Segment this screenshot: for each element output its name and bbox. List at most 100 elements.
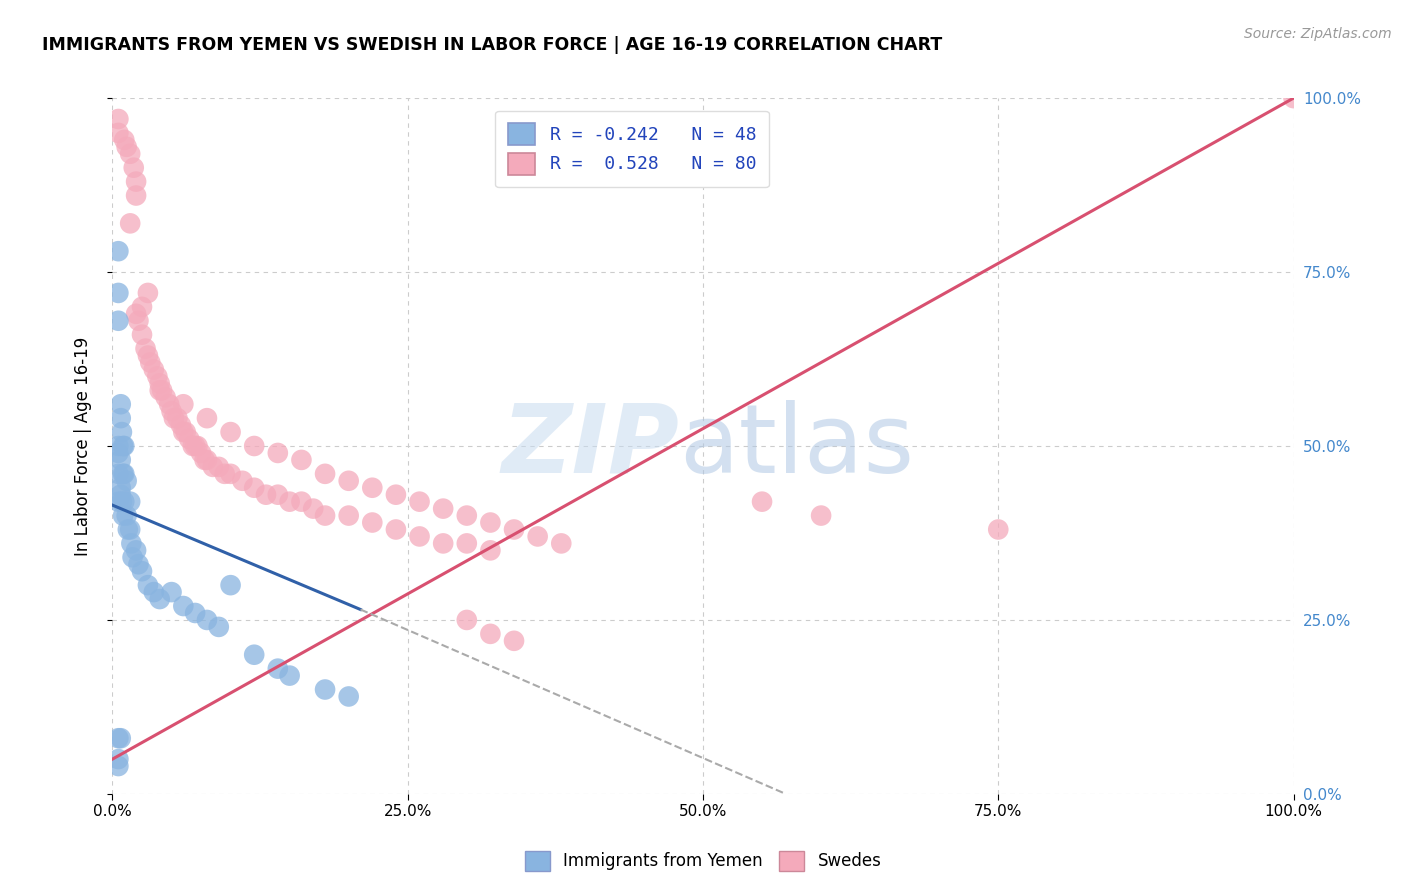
Text: atlas: atlas <box>679 400 914 492</box>
Point <box>112 508 135 523</box>
Point <box>111 494 134 508</box>
Point <box>290 453 312 467</box>
Point <box>1282 91 1305 105</box>
Point <box>107 446 129 460</box>
Point <box>432 536 454 550</box>
Point <box>115 474 138 488</box>
Point <box>314 682 336 697</box>
Point <box>110 481 132 495</box>
Point <box>254 488 277 502</box>
Point <box>112 494 135 508</box>
Point <box>120 494 142 508</box>
Point <box>503 633 526 648</box>
Point <box>136 285 159 300</box>
Point <box>112 467 135 481</box>
Point <box>107 494 129 508</box>
Point <box>267 488 290 502</box>
Point <box>107 285 129 300</box>
Point <box>190 446 212 460</box>
Point <box>337 474 360 488</box>
Point <box>127 558 149 572</box>
Y-axis label: In Labor Force | Age 16-19: In Labor Force | Age 16-19 <box>73 336 91 556</box>
Point <box>142 585 165 599</box>
Point <box>184 439 207 453</box>
Point <box>125 543 148 558</box>
Point <box>117 523 139 537</box>
Point <box>107 244 129 259</box>
Point <box>155 390 177 404</box>
Point <box>810 508 832 523</box>
Point <box>181 439 204 453</box>
Point <box>110 731 132 746</box>
Point <box>314 467 336 481</box>
Point <box>107 467 129 481</box>
Text: Source: ZipAtlas.com: Source: ZipAtlas.com <box>1244 27 1392 41</box>
Point <box>112 439 135 453</box>
Point <box>361 481 384 495</box>
Point <box>107 126 129 140</box>
Point <box>131 300 153 314</box>
Point <box>112 467 135 481</box>
Point <box>149 384 172 398</box>
Point <box>526 529 548 543</box>
Point <box>214 467 236 481</box>
Point <box>243 439 266 453</box>
Point <box>120 146 142 161</box>
Point <box>107 759 129 773</box>
Point <box>456 613 478 627</box>
Point <box>208 459 231 474</box>
Point <box>195 613 218 627</box>
Point <box>201 459 224 474</box>
Point <box>408 529 430 543</box>
Point <box>166 411 188 425</box>
Point <box>135 342 157 356</box>
Point <box>172 397 194 411</box>
Point <box>125 307 148 321</box>
Point <box>110 453 132 467</box>
Point <box>208 620 231 634</box>
Legend: Immigrants from Yemen, Swedes: Immigrants from Yemen, Swedes <box>516 842 890 880</box>
Point <box>385 488 408 502</box>
Point <box>125 188 148 202</box>
Point <box>432 501 454 516</box>
Point <box>136 578 159 592</box>
Point <box>385 523 408 537</box>
Point <box>110 411 132 425</box>
Point <box>149 592 172 607</box>
Point <box>550 536 572 550</box>
Point <box>115 508 138 523</box>
Point <box>267 662 290 676</box>
Point <box>231 474 253 488</box>
Point <box>456 508 478 523</box>
Point <box>107 112 129 126</box>
Point <box>131 327 153 342</box>
Point <box>125 175 148 189</box>
Point <box>503 523 526 537</box>
Point <box>120 536 142 550</box>
Point <box>337 690 360 704</box>
Point <box>107 752 129 766</box>
Point <box>751 494 773 508</box>
Point <box>337 508 360 523</box>
Point <box>160 585 183 599</box>
Point <box>157 397 180 411</box>
Point <box>172 425 194 439</box>
Point <box>112 439 135 453</box>
Point <box>278 668 301 682</box>
Point <box>219 467 242 481</box>
Point <box>110 488 132 502</box>
Point <box>172 599 194 613</box>
Point <box>479 516 502 530</box>
Point <box>219 425 242 439</box>
Text: ZIP: ZIP <box>502 400 679 492</box>
Point <box>112 133 135 147</box>
Point <box>107 731 129 746</box>
Point <box>139 355 162 369</box>
Point <box>987 523 1010 537</box>
Point <box>107 314 129 328</box>
Point <box>150 384 173 398</box>
Point <box>243 481 266 495</box>
Point <box>314 508 336 523</box>
Point <box>115 140 138 154</box>
Point <box>267 446 290 460</box>
